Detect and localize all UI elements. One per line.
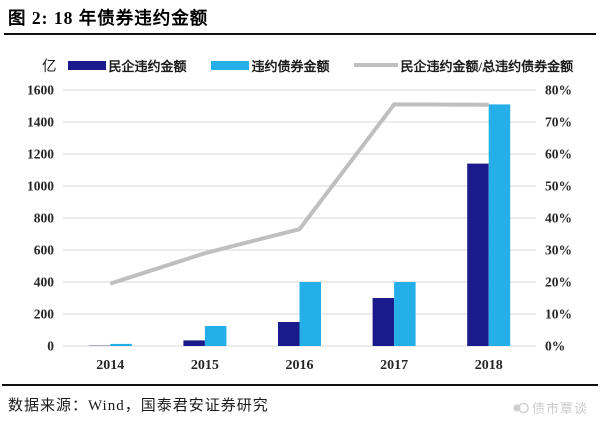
bar-line-chart: 0 0% 200 10% 400 20% 600 30% 800 40% 1000 50% 1200 60… — [27, 83, 572, 374]
right-axis-tick: 70% — [545, 115, 572, 130]
legend-item-bond-default: 违约债券金额 — [210, 56, 330, 75]
left-axis-tick: 1000 — [27, 179, 54, 194]
right-axis-tick: 10% — [545, 307, 572, 322]
bar-bond-default — [299, 282, 321, 346]
x-axis-tick: 2014 — [96, 358, 124, 373]
x-axis-tick: 2015 — [191, 358, 219, 373]
right-axis-tick: 60% — [545, 147, 572, 162]
bar-private-default — [278, 322, 300, 346]
ratio-line — [109, 102, 489, 286]
right-axis-tick: 50% — [545, 179, 572, 194]
left-axis-tick: 200 — [34, 307, 55, 322]
legend-swatch-bar-light-icon — [210, 60, 249, 70]
left-axis-unit-label: 亿 — [42, 58, 57, 75]
left-axis-tick: 1600 — [27, 83, 54, 98]
legend-label: 民企违约金额 — [108, 58, 187, 74]
left-axis-tick: 800 — [34, 211, 55, 226]
right-axis-tick: 80% — [545, 83, 572, 98]
x-axis-tick: 2016 — [286, 358, 314, 373]
watermark: 债市覃谈 — [512, 398, 588, 417]
data-source: 数据来源：Wind，国泰君安证券研究 — [8, 398, 269, 414]
bar-private-default — [183, 340, 205, 346]
bar-bond-default — [110, 343, 132, 346]
bar-bond-default — [394, 282, 416, 346]
right-axis-tick: 20% — [545, 275, 572, 290]
x-axis-tick: 2017 — [380, 358, 408, 373]
footer-divider — [2, 384, 598, 386]
legend-label: 违约债券金额 — [251, 58, 330, 74]
x-axis-tick: 2018 — [475, 358, 503, 373]
bar-bond-default — [488, 104, 511, 347]
bar-bond-default — [204, 326, 227, 346]
right-axis-tick: 30% — [545, 243, 572, 258]
right-axis-tick: 40% — [545, 211, 572, 226]
left-axis-tick: 0 — [47, 339, 54, 354]
left-axis-tick: 1400 — [27, 115, 54, 130]
left-axis-tick: 600 — [34, 243, 55, 258]
watermark-logo-icon — [513, 402, 529, 413]
bar-private-default — [372, 298, 395, 346]
chart-legend: 亿 民企违约金额 违约债券金额 民企违约金额/总违约债券金额 — [42, 55, 594, 75]
figure-title: 图 2: 18 年债券违约金额 — [8, 8, 209, 28]
right-axis-tick: 0% — [545, 339, 565, 354]
legend-swatch-bar-dark-icon — [67, 60, 106, 70]
bar-private-default — [467, 163, 489, 346]
watermark-text: 债市覃谈 — [531, 401, 588, 416]
title-divider — [4, 33, 596, 35]
legend-label: 民企违约金额/总违约债券金额 — [400, 58, 574, 74]
legend-item-private-default: 民企违约金额 — [67, 56, 187, 75]
left-axis-tick: 1200 — [27, 147, 54, 162]
legend-item-ratio: 民企违约金额/总违约债券金额 — [353, 56, 574, 75]
left-axis-tick: 400 — [34, 275, 55, 290]
legend-swatch-line-icon — [353, 63, 398, 67]
